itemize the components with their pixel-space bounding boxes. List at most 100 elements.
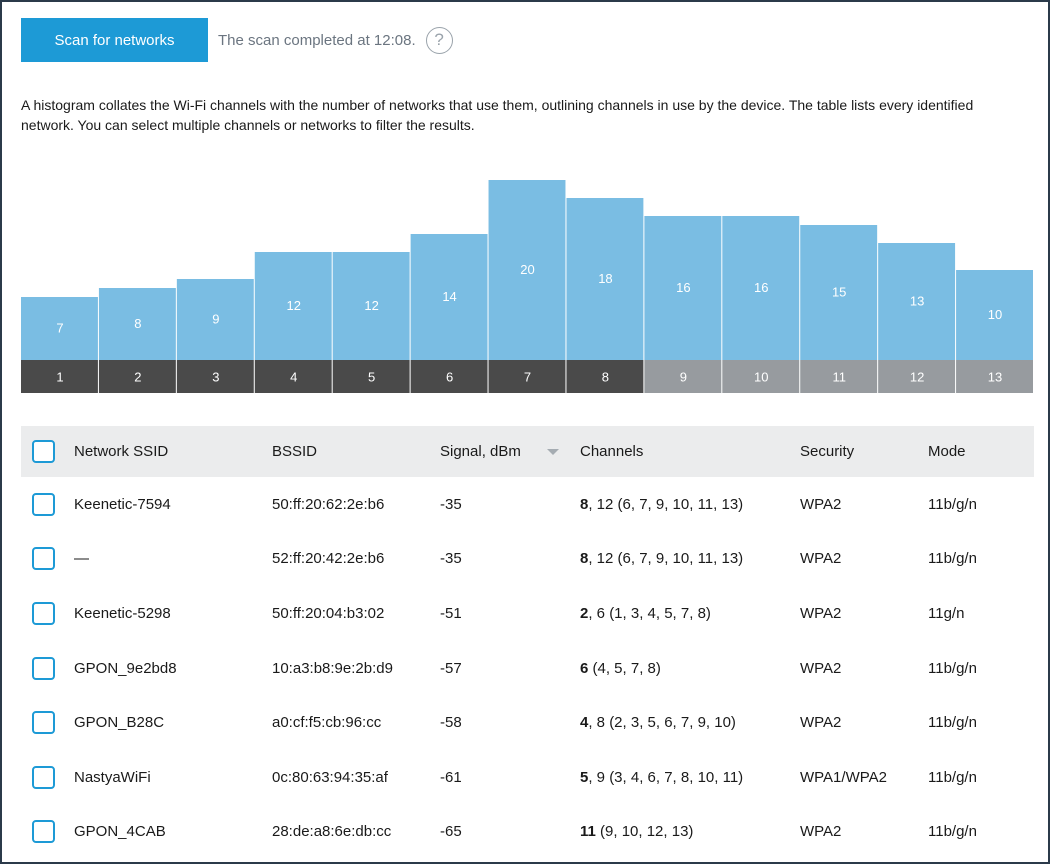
scan-for-networks-button[interactable]: Scan for networks <box>21 18 208 62</box>
cell-bssid: 28:de:a8:6e:db:cc <box>272 823 392 841</box>
channel-label-box[interactable] <box>254 360 332 393</box>
description-text: A histogram collates the Wi-Fi channels … <box>21 97 974 133</box>
cell-signal: -35 <box>440 550 462 568</box>
row-select-cell <box>21 601 74 625</box>
cell-mode: 11b/g/n <box>928 659 977 677</box>
table-row[interactable]: GPON_B28C a0:cf:f5:cb:96:cc -58 4, 8 (2, 3,… <box>21 695 1034 750</box>
cell-ssid: GPON_9e2bd8 <box>74 659 177 677</box>
bar-value-label: 16 <box>754 280 768 295</box>
channel-label-box[interactable] <box>176 360 254 393</box>
channel-tick-label: 13 <box>988 370 1002 385</box>
channel-label-box[interactable] <box>98 360 176 393</box>
cell-channel-rest: , 9 (3, 4, 6, 7, 8, 10, 11) <box>588 768 744 786</box>
histogram-bar[interactable] <box>956 270 1033 360</box>
channel-label-box[interactable] <box>410 360 488 393</box>
histogram-bar[interactable] <box>176 279 254 360</box>
bar-value-label: 10 <box>988 307 1002 322</box>
channel-label-box[interactable] <box>644 360 722 393</box>
histogram-bar[interactable] <box>98 288 176 360</box>
row-checkbox[interactable] <box>32 820 55 844</box>
histogram-bar[interactable] <box>878 243 956 360</box>
histogram-bar[interactable] <box>254 252 332 360</box>
cell-ssid: Keenetic-5298 <box>74 604 171 622</box>
cell-ssid: Keenetic-7594 <box>74 495 171 513</box>
bar-value-label: 20 <box>520 262 534 277</box>
cell-signal: -57 <box>440 659 462 677</box>
channel-tick-label: 2 <box>134 370 141 385</box>
cell-mode: 11b/g/n <box>928 495 977 513</box>
table-body: Keenetic-7594 50:ff:20:62:2e:b6 -35 8, 12 (… <box>21 477 1034 859</box>
select-all-checkbox[interactable] <box>32 440 55 463</box>
bar-value-label: 8 <box>134 316 141 331</box>
histogram-bar[interactable] <box>722 216 800 360</box>
row-select-cell <box>21 656 74 680</box>
table-row[interactable]: GPON_4CAB 28:de:a8:6e:db:cc -65 11 (9, 10, … <box>21 805 1034 860</box>
cell-mode: 11b/g/n <box>928 550 977 568</box>
histogram-bar[interactable] <box>410 234 488 360</box>
table-row[interactable]: Keenetic-7594 50:ff:20:62:2e:b6 -35 8, 12 (… <box>21 477 1034 532</box>
cell-channel-primary: 8 <box>580 550 589 568</box>
header-security: Security <box>800 443 855 460</box>
cell-channel-rest: (4, 5, 7, 8) <box>588 659 661 677</box>
cell-channels: 11 (9, 10, 12, 13) <box>580 823 800 840</box>
cell-channels: 6 (4, 5, 7, 8) <box>580 660 800 677</box>
table-header: Network SSID BSSID Signal, dBm Channels … <box>21 426 1034 477</box>
cell-bssid: 50:ff:20:04:b3:02 <box>272 604 385 622</box>
histogram-bar[interactable] <box>21 297 98 360</box>
networks-table: Network SSID BSSID Signal, dBm Channels … <box>21 426 1034 859</box>
row-select-cell <box>21 547 74 571</box>
header-bssid: BSSID <box>272 443 318 460</box>
cell-ssid: — <box>74 550 89 568</box>
table-row[interactable]: NastyaWiFi 0c:80:63:94:35:af -61 5, 9 (3, 4… <box>21 750 1034 805</box>
cell-security: WPA2 <box>800 604 842 622</box>
channel-label-box[interactable] <box>488 360 566 393</box>
channel-label-box[interactable] <box>956 360 1033 393</box>
row-checkbox[interactable] <box>32 492 55 516</box>
channel-label-box[interactable] <box>800 360 878 393</box>
cell-security: WPA2 <box>800 659 842 677</box>
histogram-bar[interactable] <box>488 180 566 360</box>
channel-label-box[interactable] <box>722 360 800 393</box>
channel-tick-label: 12 <box>910 370 924 385</box>
channel-tick-label: 9 <box>680 370 687 385</box>
cell-channel-rest: , 12 (6, 7, 9, 10, 11, 13) <box>588 550 744 568</box>
channel-label-box[interactable] <box>21 360 98 393</box>
cell-bssid: 0c:80:63:94:35:af <box>272 768 388 786</box>
row-checkbox[interactable] <box>32 711 55 735</box>
cell-bssid: 50:ff:20:62:2e:b6 <box>272 495 385 513</box>
table-row[interactable]: — 52:ff:20:42:2e:b6 -35 8, 12 (6, 7, 9, 10,… <box>21 532 1034 587</box>
select-all-cell <box>21 440 74 463</box>
row-checkbox[interactable] <box>32 601 55 625</box>
cell-channel-primary: 8 <box>580 495 589 513</box>
histogram-bar[interactable] <box>800 225 878 360</box>
table-row[interactable]: Keenetic-5298 50:ff:20:04:b3:02 -51 2, 6 (1… <box>21 586 1034 641</box>
row-select-cell <box>21 820 74 844</box>
cell-channel-rest: , 6 (1, 3, 4, 5, 7, 8) <box>588 604 711 622</box>
cell-channels: 5, 9 (3, 4, 6, 7, 8, 10, 11) <box>580 769 800 786</box>
channel-label-box[interactable] <box>332 360 410 393</box>
histogram-bar[interactable] <box>566 198 644 360</box>
channel-tick-label: 3 <box>212 370 219 385</box>
cell-channel-primary: 5 <box>580 768 589 786</box>
cell-channel-primary: 4 <box>580 714 589 732</box>
cell-channel-rest: (9, 10, 12, 13) <box>595 823 694 841</box>
cell-channel-primary: 11 <box>580 823 596 841</box>
histogram-bar[interactable] <box>332 252 410 360</box>
channel-label-box[interactable] <box>566 360 644 393</box>
histogram-bar[interactable] <box>644 216 722 360</box>
cell-security: WPA2 <box>800 550 842 568</box>
table-row[interactable]: GPON_9e2bd8 10:a3:b8:9e:2b:d9 -57 6 (4, 5, … <box>21 641 1034 696</box>
cell-channel-primary: 6 <box>580 659 589 677</box>
header-signal[interactable]: Signal, dBm <box>440 443 580 460</box>
row-checkbox[interactable] <box>32 656 55 680</box>
row-checkbox[interactable] <box>32 547 55 571</box>
sort-down-icon[interactable] <box>546 448 559 455</box>
cell-mode: 11b/g/n <box>928 714 977 732</box>
cell-channels: 4, 8 (2, 3, 5, 6, 7, 9, 10) <box>580 714 800 731</box>
cell-channels: 8, 12 (6, 7, 9, 10, 11, 13) <box>580 550 800 567</box>
help-icon[interactable]: ? <box>425 26 453 54</box>
row-checkbox[interactable] <box>32 765 55 789</box>
row-select-cell <box>21 492 74 516</box>
channel-label-box[interactable] <box>878 360 956 393</box>
cell-mode: 11g/n <box>928 604 965 622</box>
